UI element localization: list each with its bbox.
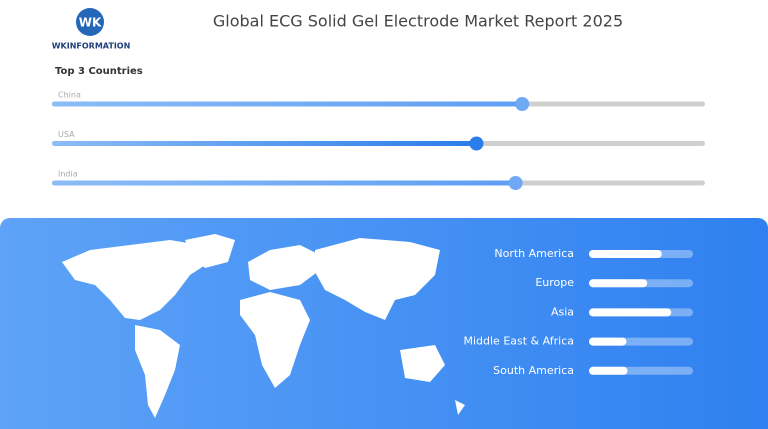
slider-fill: [52, 141, 477, 146]
region-label: South America: [493, 364, 574, 377]
logo-text: WKINFORMATION: [52, 42, 131, 51]
slider-knob: [469, 136, 484, 151]
country-label: India: [58, 170, 78, 179]
country-label: China: [58, 91, 81, 100]
region-bar: [589, 337, 627, 346]
logo: WK WKINFORMATION: [52, 8, 131, 51]
country-label: USA: [58, 130, 75, 139]
region-label: North America: [494, 247, 574, 260]
title: Global ECG Solid Gel Electrode Market Re…: [213, 12, 623, 31]
region-bar: [589, 366, 628, 375]
section-title: Top 3 Countries: [55, 66, 143, 77]
region-bars: North America Europe Asia Middle East & Afr…: [463, 247, 693, 377]
region-bar: [589, 279, 648, 288]
logo-mark: WK: [79, 16, 102, 30]
slider-fill: [52, 101, 523, 107]
slider-fill: [52, 180, 516, 186]
world-map: [62, 234, 465, 418]
region-label: Asia: [551, 305, 574, 318]
country-sliders: China USA India: [52, 91, 705, 190]
region-label: Europe: [535, 276, 574, 289]
slider-knob: [508, 176, 523, 190]
region-label: Middle East & Africa: [463, 335, 574, 348]
slider-knob: [515, 97, 530, 111]
logo-icon: [76, 8, 104, 36]
region-bar: [589, 308, 672, 317]
region-bar: [589, 250, 662, 258]
